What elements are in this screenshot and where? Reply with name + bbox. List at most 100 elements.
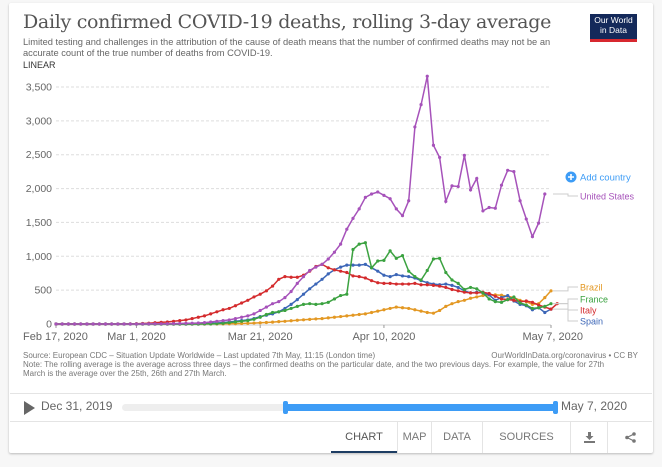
data-point	[246, 298, 250, 302]
data-point	[339, 293, 343, 298]
data-point	[499, 183, 504, 187]
data-point	[388, 197, 392, 201]
add-country-button[interactable]: Add country	[580, 173, 631, 184]
data-point	[110, 322, 114, 326]
timeline-start-handle[interactable]	[282, 401, 288, 414]
data-point	[456, 289, 460, 293]
data-point	[444, 282, 448, 286]
data-point	[407, 275, 411, 279]
data-point	[499, 300, 504, 304]
chart-subtitle: Limited testing and challenges in the at…	[23, 37, 551, 58]
data-point	[369, 279, 374, 283]
timeline-end-handle[interactable]	[553, 401, 558, 414]
data-point	[400, 254, 405, 258]
tab-map[interactable]: MAP	[397, 421, 431, 453]
data-point	[407, 306, 411, 311]
data-point	[314, 282, 318, 286]
data-point	[122, 322, 126, 326]
data-point	[549, 307, 553, 311]
download-button[interactable]	[570, 421, 607, 453]
legend-label-spain[interactable]: Spain	[580, 317, 603, 327]
data-point	[178, 321, 182, 326]
data-point	[499, 297, 504, 301]
data-point	[240, 315, 244, 319]
data-point	[388, 281, 392, 285]
timeline-start-label: Dec 31, 2019	[41, 399, 113, 413]
data-point	[444, 304, 448, 308]
data-point	[543, 310, 547, 315]
data-point	[481, 209, 485, 213]
owid-logo[interactable]: Our World in Data	[590, 14, 637, 42]
data-point	[388, 275, 392, 279]
data-point	[270, 284, 275, 288]
data-point	[339, 314, 343, 319]
data-point	[190, 316, 194, 321]
legend-label-united-states[interactable]: United States	[580, 192, 635, 202]
data-point	[221, 308, 225, 312]
data-point	[190, 321, 194, 325]
data-point	[258, 315, 262, 319]
data-point	[295, 304, 299, 308]
data-point	[320, 316, 324, 321]
data-point	[345, 263, 349, 267]
share-button[interactable]	[607, 421, 652, 453]
x-tick-label: Feb 17, 2020	[23, 331, 88, 343]
data-point	[425, 268, 429, 273]
data-point	[295, 298, 299, 302]
data-point	[283, 319, 287, 323]
data-point	[270, 310, 275, 315]
play-icon[interactable]	[24, 401, 35, 415]
data-point	[376, 269, 380, 273]
data-point	[512, 298, 516, 302]
legend-label-italy[interactable]: Italy	[580, 306, 597, 316]
data-point	[357, 207, 361, 211]
data-point	[400, 282, 405, 286]
data-point	[481, 291, 485, 295]
data-point	[270, 320, 275, 324]
source-url[interactable]: OurWorldInData.org/coronavirus • CC BY	[491, 351, 638, 360]
timeline-end-label: May 7, 2020	[561, 399, 628, 413]
data-point	[332, 297, 337, 301]
chart-title: Daily confirmed COVID-19 deaths, rolling…	[23, 11, 552, 33]
data-point	[537, 221, 541, 225]
data-point	[301, 292, 306, 296]
data-point	[339, 242, 343, 246]
data-point	[314, 265, 318, 269]
data-point	[240, 319, 244, 323]
data-point	[308, 268, 312, 273]
data-point	[549, 289, 553, 293]
legend-label-france[interactable]: France	[580, 295, 608, 305]
plus-glyph	[568, 174, 574, 180]
tab-data[interactable]: DATA	[431, 421, 482, 453]
data-point	[264, 289, 268, 293]
data-point	[221, 319, 225, 323]
data-point	[407, 269, 411, 273]
data-point	[308, 302, 312, 306]
data-point	[382, 308, 386, 312]
data-point	[345, 270, 349, 275]
tab-chart[interactable]: CHART	[331, 421, 397, 453]
data-point	[357, 275, 361, 279]
data-point	[283, 295, 287, 300]
tab-sources[interactable]: SOURCES	[482, 421, 570, 453]
logo-line2: in Data	[600, 24, 627, 35]
data-point	[240, 301, 244, 305]
data-point	[493, 300, 497, 304]
legend-label-brazil[interactable]: Brazil	[580, 283, 603, 293]
data-point	[468, 296, 473, 300]
x-tick-label: May 7, 2020	[522, 331, 583, 343]
data-point	[413, 125, 417, 129]
data-point	[252, 321, 256, 325]
data-point	[537, 303, 541, 307]
data-point	[165, 322, 169, 326]
scale-toggle[interactable]: LINEAR	[23, 60, 56, 70]
data-point	[357, 242, 361, 246]
timeline-selected-range[interactable]	[284, 404, 556, 411]
data-point	[543, 295, 547, 300]
data-point	[468, 188, 473, 192]
data-point	[221, 321, 225, 325]
y-tick-label: 0	[46, 319, 52, 331]
data-point	[215, 310, 219, 314]
data-point	[444, 285, 448, 290]
data-point	[475, 176, 479, 181]
